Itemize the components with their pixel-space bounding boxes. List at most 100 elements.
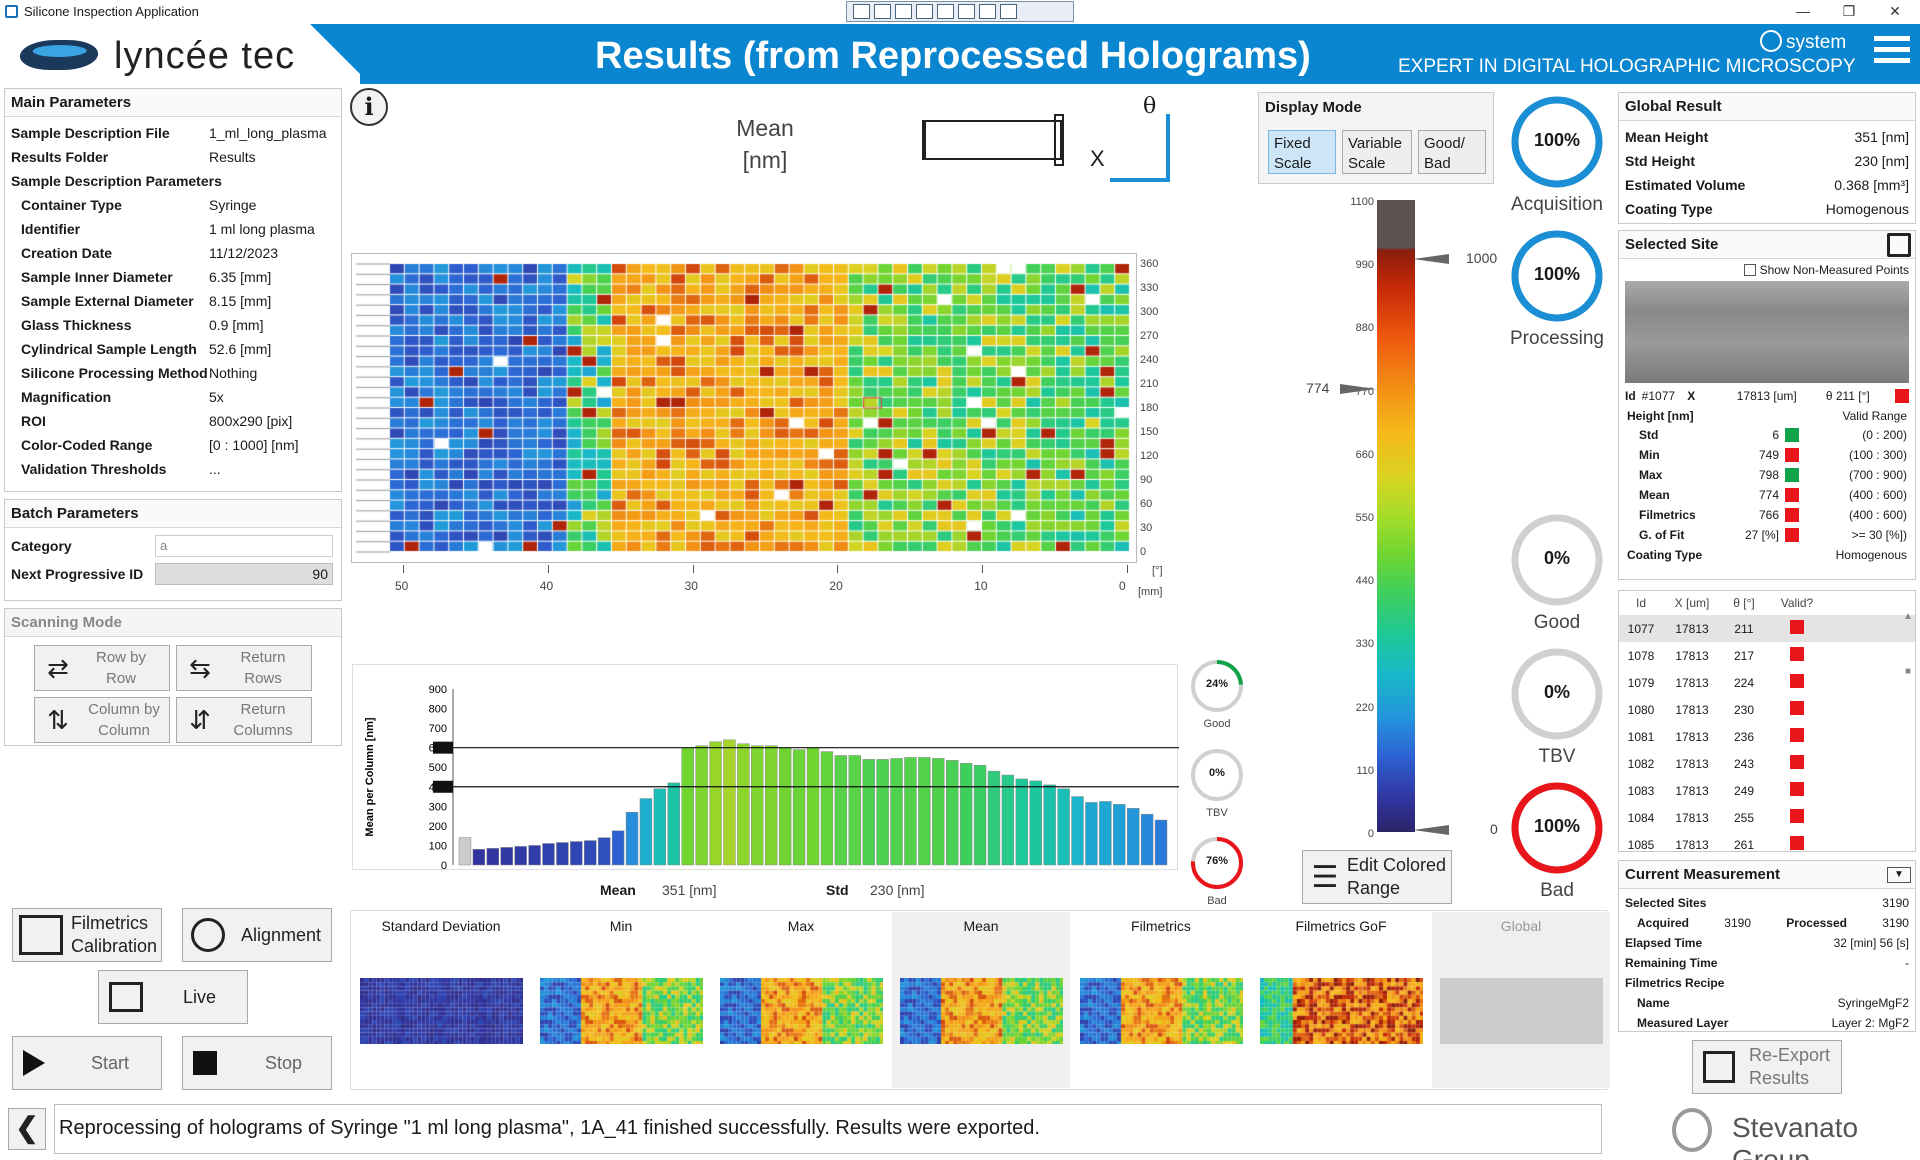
bar bbox=[528, 845, 541, 866]
tool-icon-6[interactable] bbox=[958, 4, 975, 19]
tool-icon-7[interactable] bbox=[979, 4, 996, 19]
theta-tick-label: 30 bbox=[1140, 522, 1153, 534]
start-button[interactable]: Start bbox=[12, 1036, 162, 1090]
y-tick-label: 100 bbox=[429, 840, 447, 852]
table-row[interactable]: 1080 17813 230 bbox=[1619, 696, 1915, 723]
color-scale-tick: 110 bbox=[1356, 764, 1374, 777]
theta-tick-label: 0 bbox=[1140, 546, 1147, 558]
big-gauge-label: Good bbox=[1533, 612, 1581, 633]
good-bad-button[interactable]: Good/Bad bbox=[1418, 130, 1486, 174]
return-columns-button[interactable]: ⇵ Return Columns bbox=[176, 697, 312, 743]
thumbnail-tab[interactable]: Filmetrics GoF bbox=[1252, 912, 1430, 1088]
site-metric-range: (0 : 200) bbox=[1862, 428, 1907, 442]
tool-icon-1[interactable] bbox=[853, 4, 870, 19]
tool-icon-2[interactable] bbox=[874, 4, 891, 19]
back-arrow-icon[interactable]: ❮ bbox=[8, 1108, 46, 1150]
thumbnail-tab[interactable]: Global bbox=[1432, 912, 1610, 1088]
color-scale-tick: 660 bbox=[1355, 448, 1374, 461]
mean-heatmap[interactable] bbox=[354, 256, 1134, 560]
thumbnail-image bbox=[1080, 978, 1243, 1044]
table-row[interactable]: 1078 17813 217 bbox=[1619, 642, 1915, 669]
parameter-row: Glass Thickness 0.9 [mm] bbox=[5, 313, 341, 337]
next-id-field[interactable]: 90 bbox=[155, 563, 333, 585]
thumbnail-tab[interactable]: Min bbox=[532, 912, 710, 1088]
return-rows-button[interactable]: ⇆ Return Rows bbox=[176, 645, 312, 691]
min-marker-icon[interactable] bbox=[1413, 825, 1449, 835]
table-row[interactable]: 1084 17813 255 bbox=[1619, 804, 1915, 831]
minimize-icon[interactable]: — bbox=[1796, 3, 1810, 19]
play-icon bbox=[23, 1050, 45, 1076]
chart-std-value: 230 [nm] bbox=[870, 882, 925, 898]
small-gauge-value: 76% bbox=[1205, 855, 1229, 867]
tool-icon-4[interactable] bbox=[916, 4, 933, 19]
column-by-column-button[interactable]: ⇅ Column by Column bbox=[34, 697, 170, 743]
restore-icon[interactable]: ❐ bbox=[1842, 3, 1856, 19]
table-row[interactable]: 1083 17813 249 bbox=[1619, 777, 1915, 804]
table-cell: 249 bbox=[1733, 783, 1755, 798]
parameter-row: Sample Description File 1_ml_long_plasma bbox=[5, 121, 341, 145]
sites-table: Id X [um] θ [°] Valid? 1077 17813 211 1078 1781… bbox=[1618, 590, 1916, 852]
edit-colored-range-button[interactable]: ☰ Edit Colored Range bbox=[1302, 850, 1452, 904]
thumbnail-image bbox=[720, 978, 883, 1044]
x-tick-label: 20 bbox=[829, 579, 843, 593]
app-icon bbox=[5, 5, 18, 18]
global-result-panel: Global Result Mean Height 351 [nm] Std Hei… bbox=[1618, 92, 1916, 224]
info-icon[interactable]: i bbox=[350, 88, 388, 126]
bar bbox=[890, 758, 903, 866]
tool-icon-8[interactable] bbox=[1000, 4, 1017, 19]
row-by-row-button[interactable]: ⇄ Row by Row bbox=[34, 645, 170, 691]
save-export-icon bbox=[1703, 1051, 1735, 1083]
table-cell: 1081 bbox=[1627, 729, 1655, 744]
user-icon bbox=[1760, 30, 1782, 52]
current-measurement-panel: Current Measurement ▼ Selected Sites 3190… bbox=[1618, 860, 1916, 1032]
fixed-scale-button[interactable]: Fixed Scale bbox=[1268, 130, 1336, 174]
y-axis-label: Mean per Column [nm] bbox=[364, 717, 376, 837]
tool-icon-5[interactable] bbox=[937, 4, 954, 19]
thumbnail-tab[interactable]: Filmetrics bbox=[1072, 912, 1250, 1088]
table-row[interactable]: 1077 17813 211 bbox=[1619, 615, 1915, 642]
thumbnail-tab[interactable]: Max bbox=[712, 912, 890, 1088]
big-gauge-label: Processing bbox=[1510, 328, 1604, 349]
table-row[interactable]: 1085 17813 261 bbox=[1619, 831, 1915, 851]
bar bbox=[556, 842, 569, 866]
filmetrics-calibration-button[interactable]: Filmetrics Calibration bbox=[12, 908, 162, 962]
bar bbox=[1071, 796, 1084, 866]
bar bbox=[862, 759, 875, 866]
bar bbox=[472, 849, 486, 866]
return-rows-icon: ⇆ bbox=[189, 652, 211, 683]
table-row[interactable]: 1082 17813 243 bbox=[1619, 750, 1915, 777]
site-metric-row: Mean 774 (400 : 600) bbox=[1619, 485, 1915, 505]
parameter-row: Identifier 1 ml long plasma bbox=[5, 217, 341, 241]
table-scrollbar[interactable]: ▲ ■ bbox=[1903, 611, 1913, 677]
page-title: Results (from Reprocessed Holograms) bbox=[595, 35, 1311, 77]
show-non-measured-checkbox[interactable] bbox=[1743, 264, 1756, 276]
alignment-button[interactable]: Alignment bbox=[182, 908, 332, 962]
small-gauge bbox=[1191, 837, 1243, 889]
big-gauge bbox=[1511, 782, 1603, 874]
parameter-value: Results bbox=[209, 149, 256, 165]
table-valid-cell bbox=[1767, 836, 1827, 851]
max-marker-icon[interactable] bbox=[1413, 254, 1449, 264]
save-icon[interactable] bbox=[1887, 233, 1911, 257]
min-marker-value: 0 bbox=[1490, 821, 1498, 837]
table-row[interactable]: 1079 17813 224 bbox=[1619, 669, 1915, 696]
parameter-label: Color-Coded Range bbox=[21, 437, 153, 453]
collapse-icon[interactable]: ▼ bbox=[1887, 867, 1911, 883]
re-export-results-button[interactable]: Re-Export Results bbox=[1692, 1040, 1842, 1094]
bar bbox=[959, 763, 973, 866]
bar bbox=[1126, 808, 1140, 866]
global-result-title: Global Result bbox=[1619, 93, 1915, 121]
table-row[interactable]: 1081 17813 236 bbox=[1619, 723, 1915, 750]
bar bbox=[653, 788, 667, 866]
thumbnail-tab[interactable]: Standard Deviation bbox=[352, 912, 530, 1088]
hamburger-menu-icon[interactable] bbox=[1874, 36, 1910, 70]
close-icon[interactable]: ✕ bbox=[1889, 3, 1901, 19]
live-button[interactable]: Live bbox=[98, 970, 248, 1024]
user-menu[interactable]: system bbox=[1760, 30, 1846, 54]
site-metric-range: (100 : 300) bbox=[1848, 448, 1907, 462]
variable-scale-button[interactable]: Variable Scale bbox=[1342, 130, 1412, 174]
stop-button[interactable]: Stop bbox=[182, 1036, 332, 1090]
category-input[interactable]: a bbox=[155, 535, 333, 557]
tool-icon-3[interactable] bbox=[895, 4, 912, 19]
thumbnail-tab[interactable]: Mean bbox=[892, 912, 1070, 1088]
